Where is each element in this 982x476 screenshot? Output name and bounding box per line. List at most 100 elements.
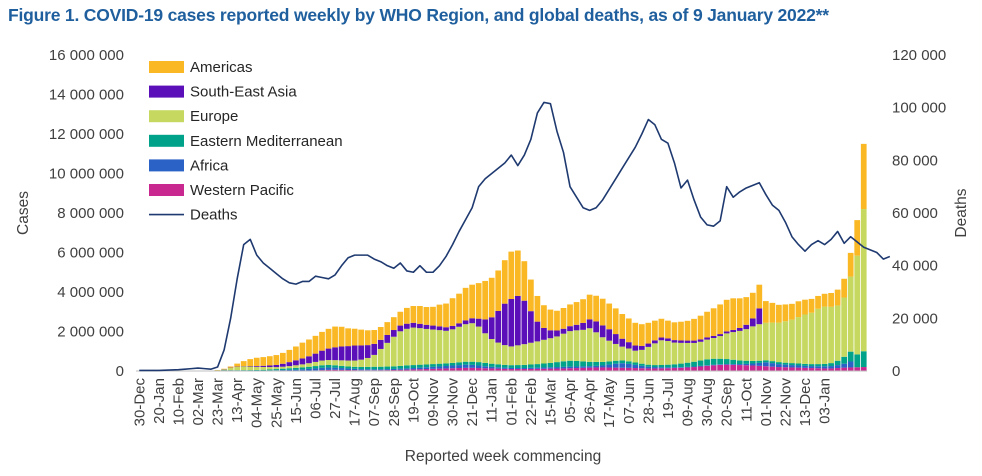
bar-africa: [828, 366, 834, 369]
bar-americas: [815, 295, 821, 309]
bar-western-pacific: [795, 367, 802, 371]
bar-eastern-mediterranean: [514, 365, 521, 369]
bar-europe: [377, 348, 384, 367]
bar-africa: [547, 367, 554, 369]
bar-western-pacific: [488, 368, 495, 371]
bar-europe: [475, 326, 482, 363]
bar-africa: [821, 366, 828, 369]
bar-americas: [776, 304, 782, 323]
bar-europe: [384, 342, 391, 367]
bar-eastern-mediterranean: [260, 369, 267, 371]
bar-eastern-mediterranean: [417, 364, 423, 368]
bar-africa: [691, 366, 697, 368]
bar-western-pacific: [404, 369, 410, 371]
bar-eastern-mediterranean: [253, 369, 260, 371]
bar-africa: [665, 367, 671, 369]
bar-africa: [808, 366, 815, 369]
bar-western-pacific: [475, 368, 482, 371]
bar-americas: [430, 306, 436, 326]
bar-eastern-mediterranean: [377, 366, 384, 370]
bar-americas: [632, 322, 639, 346]
bar-africa: [782, 364, 789, 368]
bar-europe: [665, 340, 671, 365]
bar-europe: [580, 329, 586, 362]
bar-eastern-mediterranean: [782, 362, 789, 365]
bar-europe: [260, 366, 267, 370]
bar-eastern-mediterranean: [534, 364, 541, 368]
bar-europe: [782, 321, 789, 363]
bar-africa: [567, 366, 573, 369]
bar-americas: [462, 287, 469, 321]
bar-europe: [606, 340, 613, 362]
legend-swatch-western-pacific: [149, 184, 184, 196]
bar-americas: [240, 361, 247, 367]
bar-africa: [488, 366, 495, 369]
bar-africa: [404, 368, 410, 370]
bar-europe: [299, 364, 306, 368]
bar-south-east-asia: [560, 328, 567, 334]
bar-western-pacific: [730, 364, 737, 371]
bar-eastern-mediterranean: [658, 364, 665, 368]
bar-europe: [364, 357, 371, 367]
bar-africa: [410, 368, 417, 370]
bar-africa: [332, 367, 338, 370]
bar-europe: [508, 346, 515, 366]
bar-americas: [449, 298, 456, 326]
legend-swatch-south-east-asia: [149, 85, 184, 98]
x-tick-label: 15-Jun: [288, 378, 305, 424]
bar-africa: [371, 369, 378, 371]
bar-americas: [384, 322, 391, 335]
bar-western-pacific: [815, 368, 821, 371]
bar-eastern-mediterranean: [390, 366, 397, 369]
bar-africa: [495, 367, 502, 369]
x-tick-label: 02-Mar: [190, 378, 207, 426]
bar-europe: [273, 367, 280, 370]
legend-label-eastern-mediterranean: Eastern Mediterranean: [190, 133, 343, 150]
x-tick-label: 11-Jan: [484, 378, 501, 423]
bar-eastern-mediterranean: [279, 368, 286, 371]
bar-europe: [704, 339, 710, 360]
bar-americas: [652, 320, 658, 341]
bar-south-east-asia: [514, 295, 521, 346]
bar-eastern-mediterranean: [815, 364, 821, 367]
bar-eastern-mediterranean: [645, 364, 652, 367]
bar-africa: [684, 366, 691, 368]
bar-africa: [625, 363, 632, 368]
bar-western-pacific: [586, 367, 593, 371]
x-tick-label: 27-Jul: [327, 378, 344, 419]
bar-eastern-mediterranean: [332, 365, 338, 368]
bar-eastern-mediterranean: [776, 362, 782, 365]
bar-south-east-asia: [397, 325, 404, 332]
bar-americas: [606, 303, 613, 330]
bar-western-pacific: [860, 367, 867, 371]
bar-eastern-mediterranean: [841, 356, 848, 364]
bar-western-pacific: [671, 368, 678, 371]
bar-western-pacific: [632, 368, 639, 371]
bar-south-east-asia: [488, 317, 495, 340]
bar-western-pacific: [710, 365, 717, 371]
bar-south-east-asia: [417, 323, 423, 329]
bar-south-east-asia: [723, 331, 730, 334]
bar-western-pacific: [423, 369, 430, 371]
bar-africa: [762, 362, 769, 367]
bar-europe: [488, 339, 495, 364]
bar-europe: [521, 344, 528, 365]
bar-europe: [847, 276, 854, 352]
bar-americas: [795, 301, 802, 318]
bar-south-east-asia: [501, 303, 508, 346]
bar-africa: [430, 366, 436, 369]
bar-south-east-asia: [580, 322, 586, 330]
bar-americas: [658, 318, 665, 338]
bar-africa: [306, 368, 312, 371]
bar-eastern-mediterranean: [423, 364, 430, 368]
bar-eastern-mediterranean: [834, 360, 841, 366]
bar-eastern-mediterranean: [593, 361, 599, 366]
y2-axis-title: Deaths: [953, 188, 970, 237]
bar-africa: [776, 364, 782, 368]
bar-africa: [612, 363, 619, 368]
y-axis-title: Cases: [15, 191, 32, 235]
bar-eastern-mediterranean: [482, 362, 489, 367]
bar-europe: [456, 326, 462, 363]
bar-americas: [678, 321, 684, 341]
